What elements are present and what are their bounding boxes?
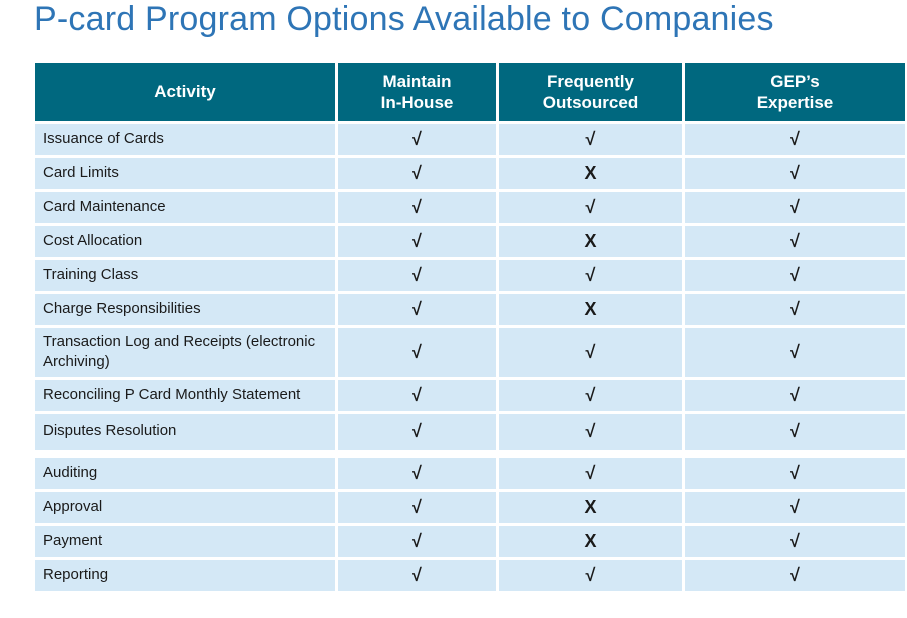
- cross-mark: X: [499, 294, 682, 325]
- check-mark: √: [499, 124, 682, 155]
- check-mark: √: [499, 559, 682, 591]
- check-mark: √: [685, 294, 905, 325]
- check-mark: √: [338, 226, 496, 257]
- check-mark: √: [685, 328, 905, 377]
- check-mark: √: [685, 260, 905, 291]
- check-mark: √: [685, 457, 905, 489]
- check-mark: √: [338, 158, 496, 189]
- table-row: Reconciling P Card Monthly Statement √ √ √: [35, 379, 905, 411]
- activity-cell: Training Class: [35, 260, 335, 291]
- check-mark: √: [685, 491, 905, 523]
- check-mark: √: [338, 379, 496, 411]
- activity-cell: Transaction Log and Receipts (electronic…: [35, 328, 335, 377]
- activity-cell: Reconciling P Card Monthly Statement: [35, 379, 335, 411]
- header-cell-frequently-outsourced: Frequently Outsourced: [499, 63, 682, 121]
- header-cell-geps-expertise: GEP’s Expertise: [685, 63, 905, 121]
- table-row: Card Maintenance √ √ √: [35, 192, 905, 223]
- activity-cell: Approval: [35, 491, 335, 523]
- check-mark: √: [499, 413, 682, 450]
- check-mark: √: [499, 192, 682, 223]
- header-cell-activity: Activity: [35, 63, 335, 121]
- check-mark: √: [338, 525, 496, 557]
- activity-cell: Card Maintenance: [35, 192, 335, 223]
- table-row: Cost Allocation √ X √: [35, 226, 905, 257]
- header-row: Activity Maintain In-House Frequently Outs…: [35, 63, 905, 121]
- table-row: Transaction Log and Receipts (electronic…: [35, 328, 905, 377]
- check-mark: √: [338, 124, 496, 155]
- check-mark: √: [685, 124, 905, 155]
- activity-cell: Disputes Resolution: [35, 413, 335, 450]
- check-mark: √: [338, 192, 496, 223]
- check-mark: √: [685, 525, 905, 557]
- cross-mark: X: [499, 158, 682, 189]
- check-mark: √: [338, 457, 496, 489]
- check-mark: √: [685, 158, 905, 189]
- table-row: Card Limits √ X √: [35, 158, 905, 189]
- table-row: Auditing √ √ √: [35, 457, 905, 489]
- check-mark: √: [338, 413, 496, 450]
- check-mark: √: [338, 491, 496, 523]
- check-mark: √: [685, 379, 905, 411]
- check-mark: √: [499, 328, 682, 377]
- header-cell-maintain-in-house: Maintain In-House: [338, 63, 496, 121]
- activity-cell: Auditing: [35, 457, 335, 489]
- cross-mark: X: [499, 226, 682, 257]
- check-mark: √: [499, 457, 682, 489]
- check-mark: √: [685, 226, 905, 257]
- table-row: Charge Responsibilities √ X √: [35, 294, 905, 325]
- page-title: P-card Program Options Available to Comp…: [34, 0, 774, 38]
- activity-cell: Charge Responsibilities: [35, 294, 335, 325]
- table-row: Training Class √ √ √: [35, 260, 905, 291]
- check-mark: √: [338, 260, 496, 291]
- comparison-table: Activity Maintain In-House Frequently Outs…: [35, 63, 905, 591]
- table-row: Approval √ X √: [35, 491, 905, 523]
- check-mark: √: [499, 260, 682, 291]
- check-mark: √: [685, 192, 905, 223]
- activity-cell: Issuance of Cards: [35, 124, 335, 155]
- activity-cell: Cost Allocation: [35, 226, 335, 257]
- table-row: Reporting √ √ √: [35, 559, 905, 591]
- cross-mark: X: [499, 491, 682, 523]
- check-mark: √: [499, 379, 682, 411]
- check-mark: √: [338, 559, 496, 591]
- activity-cell: Card Limits: [35, 158, 335, 189]
- cross-mark: X: [499, 525, 682, 557]
- table-row: Issuance of Cards √ √ √: [35, 124, 905, 155]
- activity-cell: Payment: [35, 525, 335, 557]
- check-mark: √: [685, 559, 905, 591]
- table-row: Disputes Resolution √ √ √: [35, 413, 905, 450]
- check-mark: √: [338, 328, 496, 377]
- check-mark: √: [685, 413, 905, 450]
- activity-cell: Reporting: [35, 559, 335, 591]
- table-row: Payment √ X √: [35, 525, 905, 557]
- check-mark: √: [338, 294, 496, 325]
